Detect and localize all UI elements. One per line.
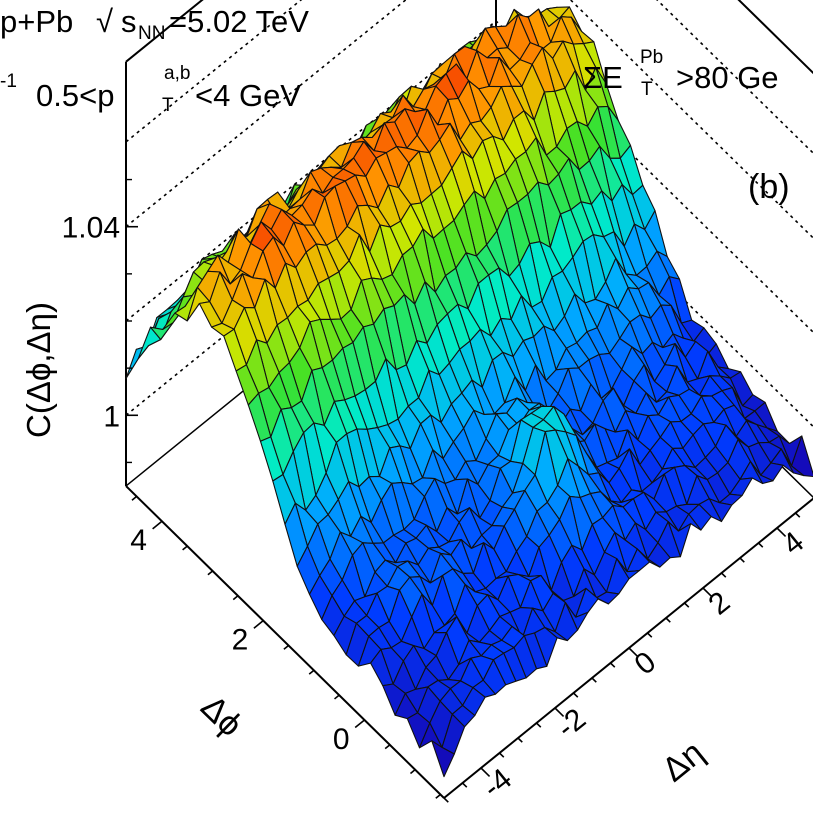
deta-tick (722, 573, 726, 577)
et-cut-superscript: Pb (640, 48, 663, 67)
lumi-fragment: -1 (0, 72, 17, 91)
deta-tick (518, 738, 522, 742)
deta-tick (611, 663, 615, 667)
energy-label: =5.02 TeV (169, 6, 309, 37)
deta-tick-label: 4 (776, 525, 810, 561)
deta-tick-label: -4 (477, 762, 519, 804)
pt-cut-suffix: <4 GeV (195, 80, 301, 111)
deta-tick (444, 798, 448, 802)
deta-tick-label: 2 (702, 585, 736, 621)
dphi-tick (132, 496, 137, 500)
deta-tick (796, 513, 800, 517)
deta-tick (592, 678, 596, 682)
deta-tick (500, 753, 504, 757)
et-cut-subscript: T (641, 80, 653, 99)
deta-tick (574, 693, 578, 697)
dphi-tick (284, 645, 289, 649)
sqrt-s-subscript: NN (138, 24, 165, 43)
dphi-tick-label: 4 (130, 524, 147, 557)
deta-tick (685, 603, 689, 607)
pt-cut-subscript: T (162, 96, 174, 115)
et-cut-suffix: >80 Ge (676, 62, 779, 93)
et-cut-prefix: ΣE (583, 62, 623, 93)
deta-tick (537, 723, 541, 727)
pt-cut-prefix: 0.5<p (36, 80, 114, 111)
sqrt-s-letter: s (121, 6, 137, 37)
deta-tick (463, 783, 467, 787)
dphi-tick (436, 795, 441, 799)
dphi-tick (233, 596, 238, 600)
z-axis-title: C(Δϕ,Δη) (20, 302, 57, 438)
deta-tick (666, 618, 670, 622)
dphi-tick-label: 0 (333, 723, 350, 756)
dphi-tick (208, 571, 213, 575)
system-label: p+Pb (0, 6, 73, 37)
dphi-tick (183, 546, 188, 550)
deta-tick (759, 543, 763, 547)
deta-tick-label: 0 (628, 645, 662, 681)
dphi-tick (355, 720, 364, 728)
dphi-tick (410, 770, 415, 774)
pt-cut-superscript: a,b (164, 64, 190, 83)
deta-tick-label: -2 (551, 702, 593, 744)
z-tick-label: 1 (103, 400, 120, 433)
dphi-tick (335, 695, 340, 699)
z-tick-label: 1.04 (62, 212, 120, 245)
dphi-tick (385, 745, 390, 749)
dphi-axis-title: Δϕ (193, 688, 249, 744)
dphi-tick (254, 621, 263, 629)
sqrt-symbol: √ (96, 6, 113, 37)
deta-axis-title: Δη (655, 734, 711, 790)
surface-mesh (126, 7, 813, 777)
panel-label: (b) (748, 170, 790, 204)
deta-tick (648, 633, 652, 637)
deta-tick (740, 558, 744, 562)
dphi-tick-label: 2 (232, 624, 249, 657)
dphi-tick (309, 670, 314, 674)
dphi-tick (153, 521, 162, 529)
